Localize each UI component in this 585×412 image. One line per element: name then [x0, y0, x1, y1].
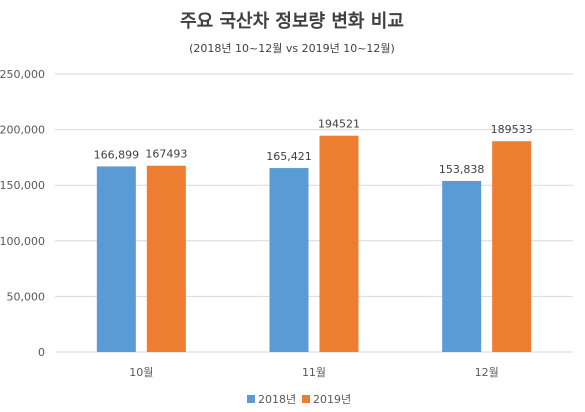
chart-title: 주요 국산차 정보량 변화 비교: [180, 11, 404, 32]
data-label: 167493: [145, 148, 187, 161]
y-tick-label: 250,000: [0, 68, 45, 81]
y-tick-label: 50,000: [7, 290, 46, 303]
data-label: 165,421: [266, 150, 312, 163]
x-category-label: 12월: [475, 366, 499, 379]
legend-swatch: [302, 395, 310, 403]
gridlines: [55, 73, 573, 353]
chart-subtitle: (2018년 10~12월 vs 2019년 10~12월): [189, 42, 395, 55]
x-category-label: 11월: [302, 366, 326, 379]
legend-swatch: [247, 395, 255, 403]
data-label: 166,899: [94, 148, 140, 161]
legend-label: 2019년: [313, 393, 351, 406]
data-label: 189533: [491, 123, 533, 136]
x-axis-categories: 10월 11월 12월: [129, 366, 498, 379]
y-tick-label: 150,000: [0, 179, 45, 192]
y-tick-label: 200,000: [0, 124, 45, 137]
bar-series1: [96, 166, 136, 352]
bar-series2: [492, 141, 532, 352]
bar-series1: [442, 180, 482, 352]
legend: 2018년 2019년: [247, 393, 351, 406]
data-label: 153,838: [439, 163, 485, 176]
data-labels: 166,899 167493 165,421 194521 153,838 189533: [94, 118, 533, 176]
y-axis-ticks: 0 50,000 100,000 150,000 200,000 250,000: [0, 68, 45, 359]
bar-series2: [319, 135, 359, 352]
y-tick-label: 100,000: [0, 235, 45, 248]
legend-label: 2018년: [258, 393, 296, 406]
y-tick-label: 0: [38, 346, 45, 359]
data-label: 194521: [318, 118, 360, 131]
bar-series1: [269, 168, 309, 352]
bars: [96, 135, 532, 352]
bar-series2: [146, 165, 186, 352]
x-category-label: 10월: [129, 366, 153, 379]
